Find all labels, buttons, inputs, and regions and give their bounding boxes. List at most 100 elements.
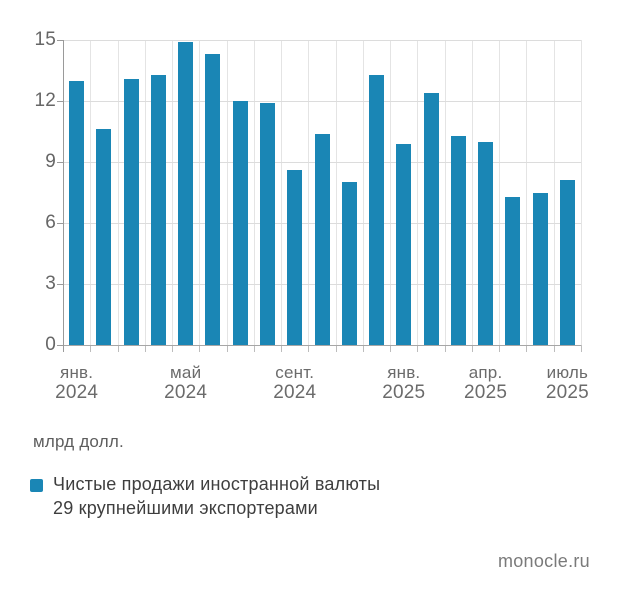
h-gridline-0 — [63, 345, 581, 346]
v-gridline — [281, 40, 283, 345]
v-gridline — [199, 40, 201, 345]
bar-2024-08 — [259, 103, 275, 345]
x-axis-tick — [553, 345, 555, 352]
x-axis-tick — [444, 345, 446, 352]
x-axis-tick — [281, 345, 283, 352]
h-gridline-15 — [63, 40, 581, 41]
x-axis-tick — [390, 345, 392, 352]
x-axis-tick — [144, 345, 146, 352]
v-gridline — [417, 40, 419, 345]
x-axis-label-0: янв. 2024 — [35, 363, 119, 404]
bar-2024-12 — [369, 74, 385, 345]
bar-2024-03 — [123, 78, 139, 345]
v-gridline — [226, 40, 228, 345]
h-gridline-12 — [63, 101, 581, 102]
x-axis-label-18: июль 2025 — [525, 363, 609, 404]
x-axis-tick — [226, 345, 228, 352]
v-gridline — [581, 40, 582, 345]
y-axis-tick — [57, 345, 63, 346]
bar-2025-04 — [478, 141, 494, 345]
x-axis-tick — [417, 345, 419, 352]
v-gridline — [172, 40, 174, 345]
x-axis-tick — [471, 345, 473, 352]
x-axis-label-15: апр. 2025 — [444, 363, 528, 404]
bar-2024-11 — [341, 182, 357, 345]
x-axis-label-year: 2025 — [464, 382, 508, 403]
legend-label: Чистые продажи иностранной валюты 29 кру… — [53, 472, 380, 520]
bar-2024-07 — [232, 101, 248, 345]
x-axis-tick — [199, 345, 201, 352]
x-axis-tick — [90, 345, 92, 352]
v-gridline — [553, 40, 555, 345]
bar-2025-05 — [505, 196, 521, 345]
v-gridline — [444, 40, 446, 345]
bar-chart: 0 3 6 9 12 15 янв. 2024 май 2024 сент. 2024 янв. 2025… — [34, 29, 609, 404]
bar-2024-10 — [314, 133, 330, 345]
x-axis-label-year: 2025 — [545, 382, 589, 403]
bar-2024-04 — [150, 74, 166, 345]
x-axis-tick — [526, 345, 528, 352]
x-axis-label-month: сент. — [275, 363, 315, 382]
bar-2025-07 — [559, 180, 575, 345]
x-axis-label-8: сент. 2024 — [253, 363, 337, 404]
x-axis-label-year: 2024 — [55, 382, 99, 403]
v-gridline — [499, 40, 501, 345]
v-gridline — [308, 40, 310, 345]
bar-2025-03 — [450, 135, 466, 345]
x-axis-label-month: июль — [546, 363, 589, 382]
v-gridline — [390, 40, 392, 345]
x-axis-tick — [362, 345, 364, 352]
bar-2024-05 — [178, 42, 194, 345]
bar-2024-02 — [96, 129, 112, 345]
x-axis-label-month: апр. — [468, 363, 503, 382]
x-axis-label-year: 2025 — [382, 382, 426, 403]
y-axis-tick-label-9: 9 — [45, 151, 56, 172]
bar-2025-01 — [396, 143, 412, 345]
x-axis-tick — [581, 345, 582, 352]
x-axis-tick — [117, 345, 119, 352]
source-watermark: monocle.ru — [497, 551, 590, 571]
v-gridline — [253, 40, 255, 345]
v-gridline — [335, 40, 337, 345]
legend-label-line1: Чистые продажи иностранной валюты — [53, 474, 381, 494]
bar-2025-02 — [423, 92, 439, 345]
y-axis-tick-label-6: 6 — [45, 212, 56, 233]
y-axis-tick-label-15: 15 — [34, 29, 56, 50]
x-axis-label-month: янв. — [387, 363, 421, 382]
bar-2024-09 — [287, 170, 303, 345]
bar-2025-06 — [532, 192, 548, 345]
y-axis-tick — [57, 223, 63, 224]
bar-2024-06 — [205, 54, 221, 345]
y-axis-tick-label-3: 3 — [45, 273, 56, 294]
y-axis-tick — [57, 40, 63, 41]
x-axis-tick — [335, 345, 337, 352]
x-axis-label-year: 2024 — [273, 382, 317, 403]
x-axis-tick — [253, 345, 255, 352]
x-axis-tick — [499, 345, 501, 352]
x-axis-label-month: янв. — [60, 363, 94, 382]
y-axis-tick-label-0: 0 — [45, 334, 56, 355]
x-axis-label-12: янв. 2025 — [362, 363, 446, 404]
x-axis-label-4: май 2024 — [144, 363, 228, 404]
v-gridline — [526, 40, 528, 345]
legend-label-line2: 29 крупнейшими экспортерами — [53, 498, 318, 518]
legend-marker-swatch — [30, 479, 43, 492]
x-axis-tick — [172, 345, 174, 352]
legend: Чистые продажи иностранной валюты 29 кру… — [30, 472, 380, 520]
axis-unit-label: млрд долл. — [33, 432, 124, 451]
y-axis-tick — [57, 284, 63, 285]
y-axis-tick — [57, 162, 63, 163]
bar-2024-01 — [69, 80, 85, 345]
x-axis-tick — [308, 345, 310, 352]
v-gridline — [117, 40, 119, 345]
y-axis-line — [63, 40, 64, 352]
x-axis-label-month: май — [170, 363, 202, 382]
v-gridline — [362, 40, 364, 345]
v-gridline — [144, 40, 146, 345]
v-gridline — [90, 40, 92, 345]
v-gridline — [471, 40, 473, 345]
y-axis-tick-label-12: 12 — [34, 90, 56, 111]
x-axis-label-year: 2024 — [164, 382, 208, 403]
y-axis-tick — [57, 101, 63, 102]
